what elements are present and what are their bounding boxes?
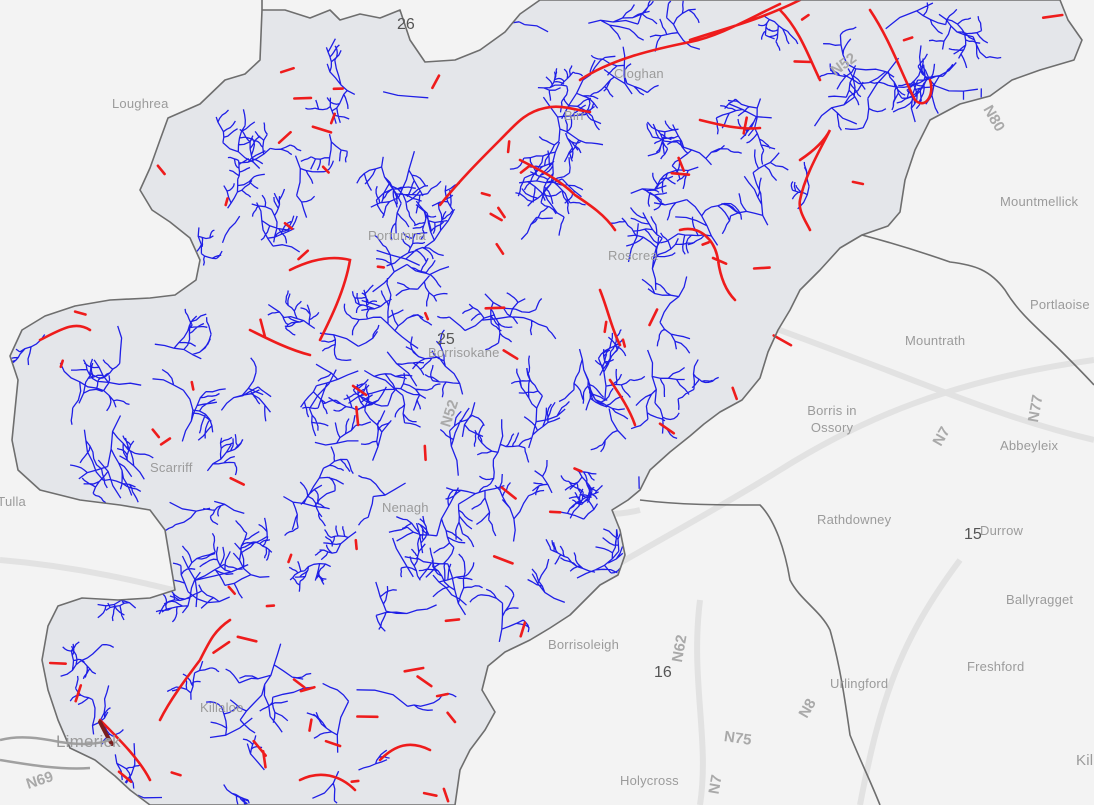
road-label: N7 [705,773,726,796]
town-label: Roscrea [608,248,658,263]
blue-river-segments [11,0,1002,805]
town-label: Scarriff [150,460,193,475]
town-label: Rathdowney [817,512,892,527]
road-label: N75 [722,728,753,749]
town-label: Mountrath [905,333,966,348]
catchment-boundary-line [639,499,881,805]
dark-river-segment [98,720,114,746]
town-label: Birr [564,108,586,123]
catchment-25-boundary [9,0,1083,805]
town-label: Tulla [0,494,26,509]
town-label: Nenagh [382,500,429,515]
town-label: Kilkenny [1076,752,1094,769]
town-label: Freshford [967,659,1025,674]
town-label: Portlaoise [1030,297,1090,312]
catchment-label-25: 25 [437,331,455,348]
town-label: Cloghan [614,66,664,81]
town-label: Killaloe [200,700,244,715]
town-label: Abbeyleix [1000,438,1059,453]
river-network-blue [11,0,1002,805]
town-label: Holycross [620,773,679,788]
catchment-boundary-line [0,758,91,770]
catchment-label-26: 26 [397,16,415,33]
catchment-label-16: 16 [654,664,672,681]
town-label: Urlingford [830,676,889,691]
river-network-red [38,0,1064,803]
red-river-segments [38,0,1064,803]
town-label: Portumna [368,228,426,243]
catchment-label-15: 15 [964,526,982,543]
catchment-boundary-line [0,736,111,746]
town-label: Ballyragget [1006,592,1074,607]
town-label: Durrow [980,523,1024,538]
catchment-boundary-line [861,234,1094,386]
town-label: Borris in Ossory [807,403,857,435]
town-label: Loughrea [112,96,169,111]
town-label: Borrisokane [428,345,500,360]
town-label: Borrisoleigh [548,637,620,652]
town-label: Limerick [56,732,121,751]
town-label: Mountmellick [1000,194,1079,209]
